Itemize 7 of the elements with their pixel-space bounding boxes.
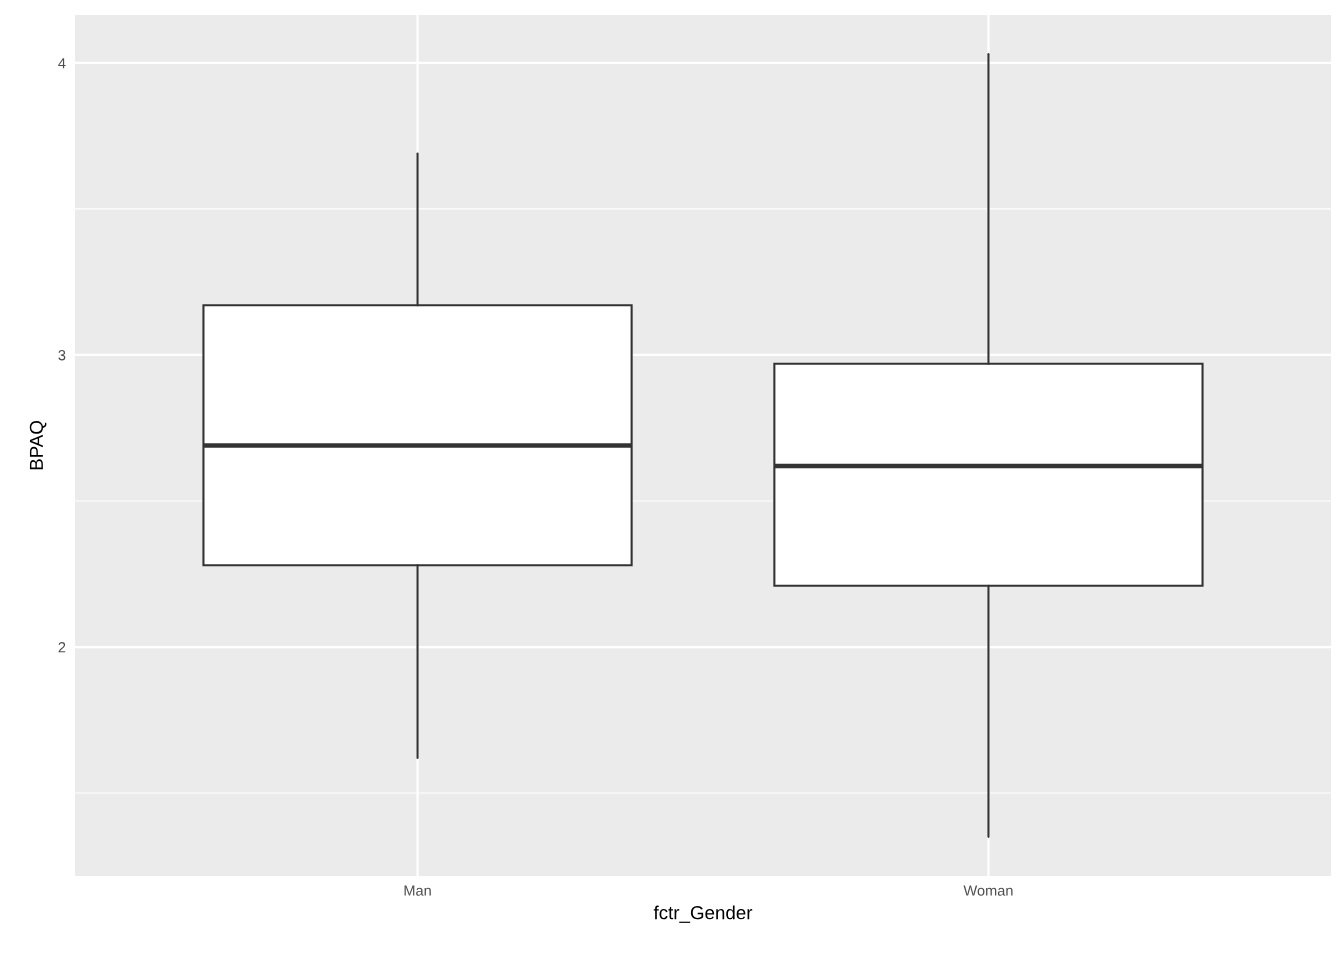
y-axis-title: BPAQ bbox=[29, 421, 47, 470]
x-tick-label: Man bbox=[404, 885, 431, 896]
x-tick-label: Woman bbox=[963, 885, 1013, 896]
y-tick-label: 4 bbox=[58, 58, 66, 69]
x-axis-title: fctr_Gender bbox=[653, 905, 753, 923]
y-tick-label: 3 bbox=[58, 350, 66, 361]
y-tick-label: 2 bbox=[58, 642, 66, 653]
